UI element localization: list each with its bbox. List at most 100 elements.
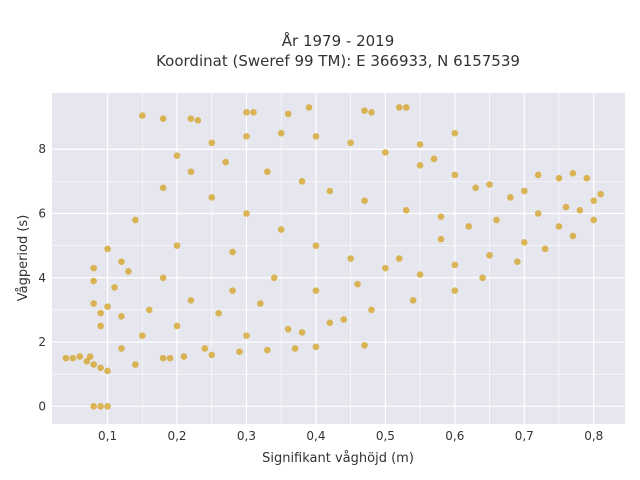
data-point (118, 258, 125, 266)
data-point (83, 358, 91, 365)
chart-title-line2: Koordinat (Sweref 99 TM): E 366933, N 61… (156, 52, 520, 70)
x-tick-label: 0,2 (167, 429, 186, 443)
data-point (222, 158, 229, 166)
data-point (361, 107, 368, 114)
data-point (291, 345, 299, 352)
data-point (97, 309, 104, 317)
data-point (354, 280, 361, 288)
data-points (62, 104, 604, 410)
data-point (361, 341, 368, 349)
data-point (416, 271, 424, 278)
data-point (368, 306, 375, 314)
data-point (187, 115, 195, 123)
data-point (437, 235, 445, 243)
data-point (208, 351, 216, 359)
data-point (486, 181, 493, 188)
data-point (451, 261, 459, 269)
data-point (97, 322, 104, 330)
data-point (312, 133, 320, 140)
x-tick-label: 0,6 (445, 429, 464, 443)
data-point (284, 325, 292, 333)
data-point (541, 245, 549, 253)
tick-labels: 0,1 0,2 0,3 0,4 0,5 0,6 0,7 0,8 0 2 4 6 8 (38, 142, 603, 443)
data-point (520, 187, 528, 195)
data-point (597, 190, 604, 198)
data-point (451, 129, 459, 137)
data-point (159, 354, 167, 362)
data-point (340, 316, 348, 323)
data-point (583, 174, 591, 182)
data-point (347, 139, 354, 147)
data-point (229, 248, 236, 256)
data-point (576, 206, 584, 214)
data-point (590, 216, 598, 224)
data-point (104, 303, 111, 311)
data-point (208, 139, 216, 147)
data-point (90, 264, 97, 272)
data-point (312, 242, 320, 249)
data-point (507, 194, 514, 201)
data-point (326, 187, 334, 195)
data-point (451, 287, 459, 294)
data-point (201, 345, 209, 352)
data-point (118, 313, 125, 320)
data-point (76, 353, 84, 360)
data-point (104, 367, 111, 375)
data-point (215, 309, 222, 317)
y-tick-label: 4 (38, 271, 46, 285)
data-point (277, 129, 285, 137)
data-point (173, 322, 181, 330)
data-point (520, 239, 528, 246)
data-point (86, 353, 94, 360)
chart-title-line1: År 1979 - 2019 (282, 31, 395, 50)
data-point (555, 223, 563, 230)
data-point (312, 287, 320, 294)
x-axis-label: Signifikant våghöjd (m) (262, 451, 414, 466)
data-point (312, 343, 320, 351)
data-point (97, 364, 104, 372)
data-point (187, 296, 195, 304)
data-point (562, 203, 570, 211)
data-point (250, 108, 257, 116)
data-point (264, 168, 271, 176)
data-point (382, 264, 389, 272)
data-point (534, 210, 542, 217)
data-point (132, 361, 139, 368)
data-point (534, 171, 542, 179)
data-point (62, 354, 70, 362)
data-point (451, 171, 459, 179)
data-point (465, 223, 473, 230)
data-point (187, 168, 195, 176)
y-tick-label: 6 (38, 207, 46, 221)
data-point (305, 104, 313, 111)
x-tick-label: 0,7 (515, 429, 534, 443)
data-point (284, 110, 292, 118)
data-point (361, 197, 368, 204)
data-point (298, 329, 306, 336)
y-axis-label: Vågperiod (s) (16, 215, 31, 302)
data-point (243, 133, 250, 140)
data-point (145, 306, 153, 314)
data-point (472, 184, 479, 192)
data-point (402, 206, 410, 214)
data-point (111, 284, 118, 291)
data-point (208, 194, 216, 201)
data-point (257, 300, 264, 307)
data-point (514, 258, 521, 266)
data-point (138, 332, 146, 339)
data-point (569, 170, 577, 177)
data-point (104, 403, 111, 410)
data-point (90, 403, 97, 410)
data-point (243, 108, 250, 116)
data-point (180, 353, 188, 360)
data-point (90, 277, 97, 285)
x-tick-label: 0,4 (306, 429, 325, 443)
data-point (555, 174, 563, 182)
data-point (430, 155, 438, 163)
data-point (138, 112, 146, 119)
data-point (125, 268, 132, 275)
data-point (402, 104, 410, 111)
y-tick-label: 0 (38, 399, 46, 413)
data-point (437, 213, 445, 221)
data-point (159, 115, 167, 123)
